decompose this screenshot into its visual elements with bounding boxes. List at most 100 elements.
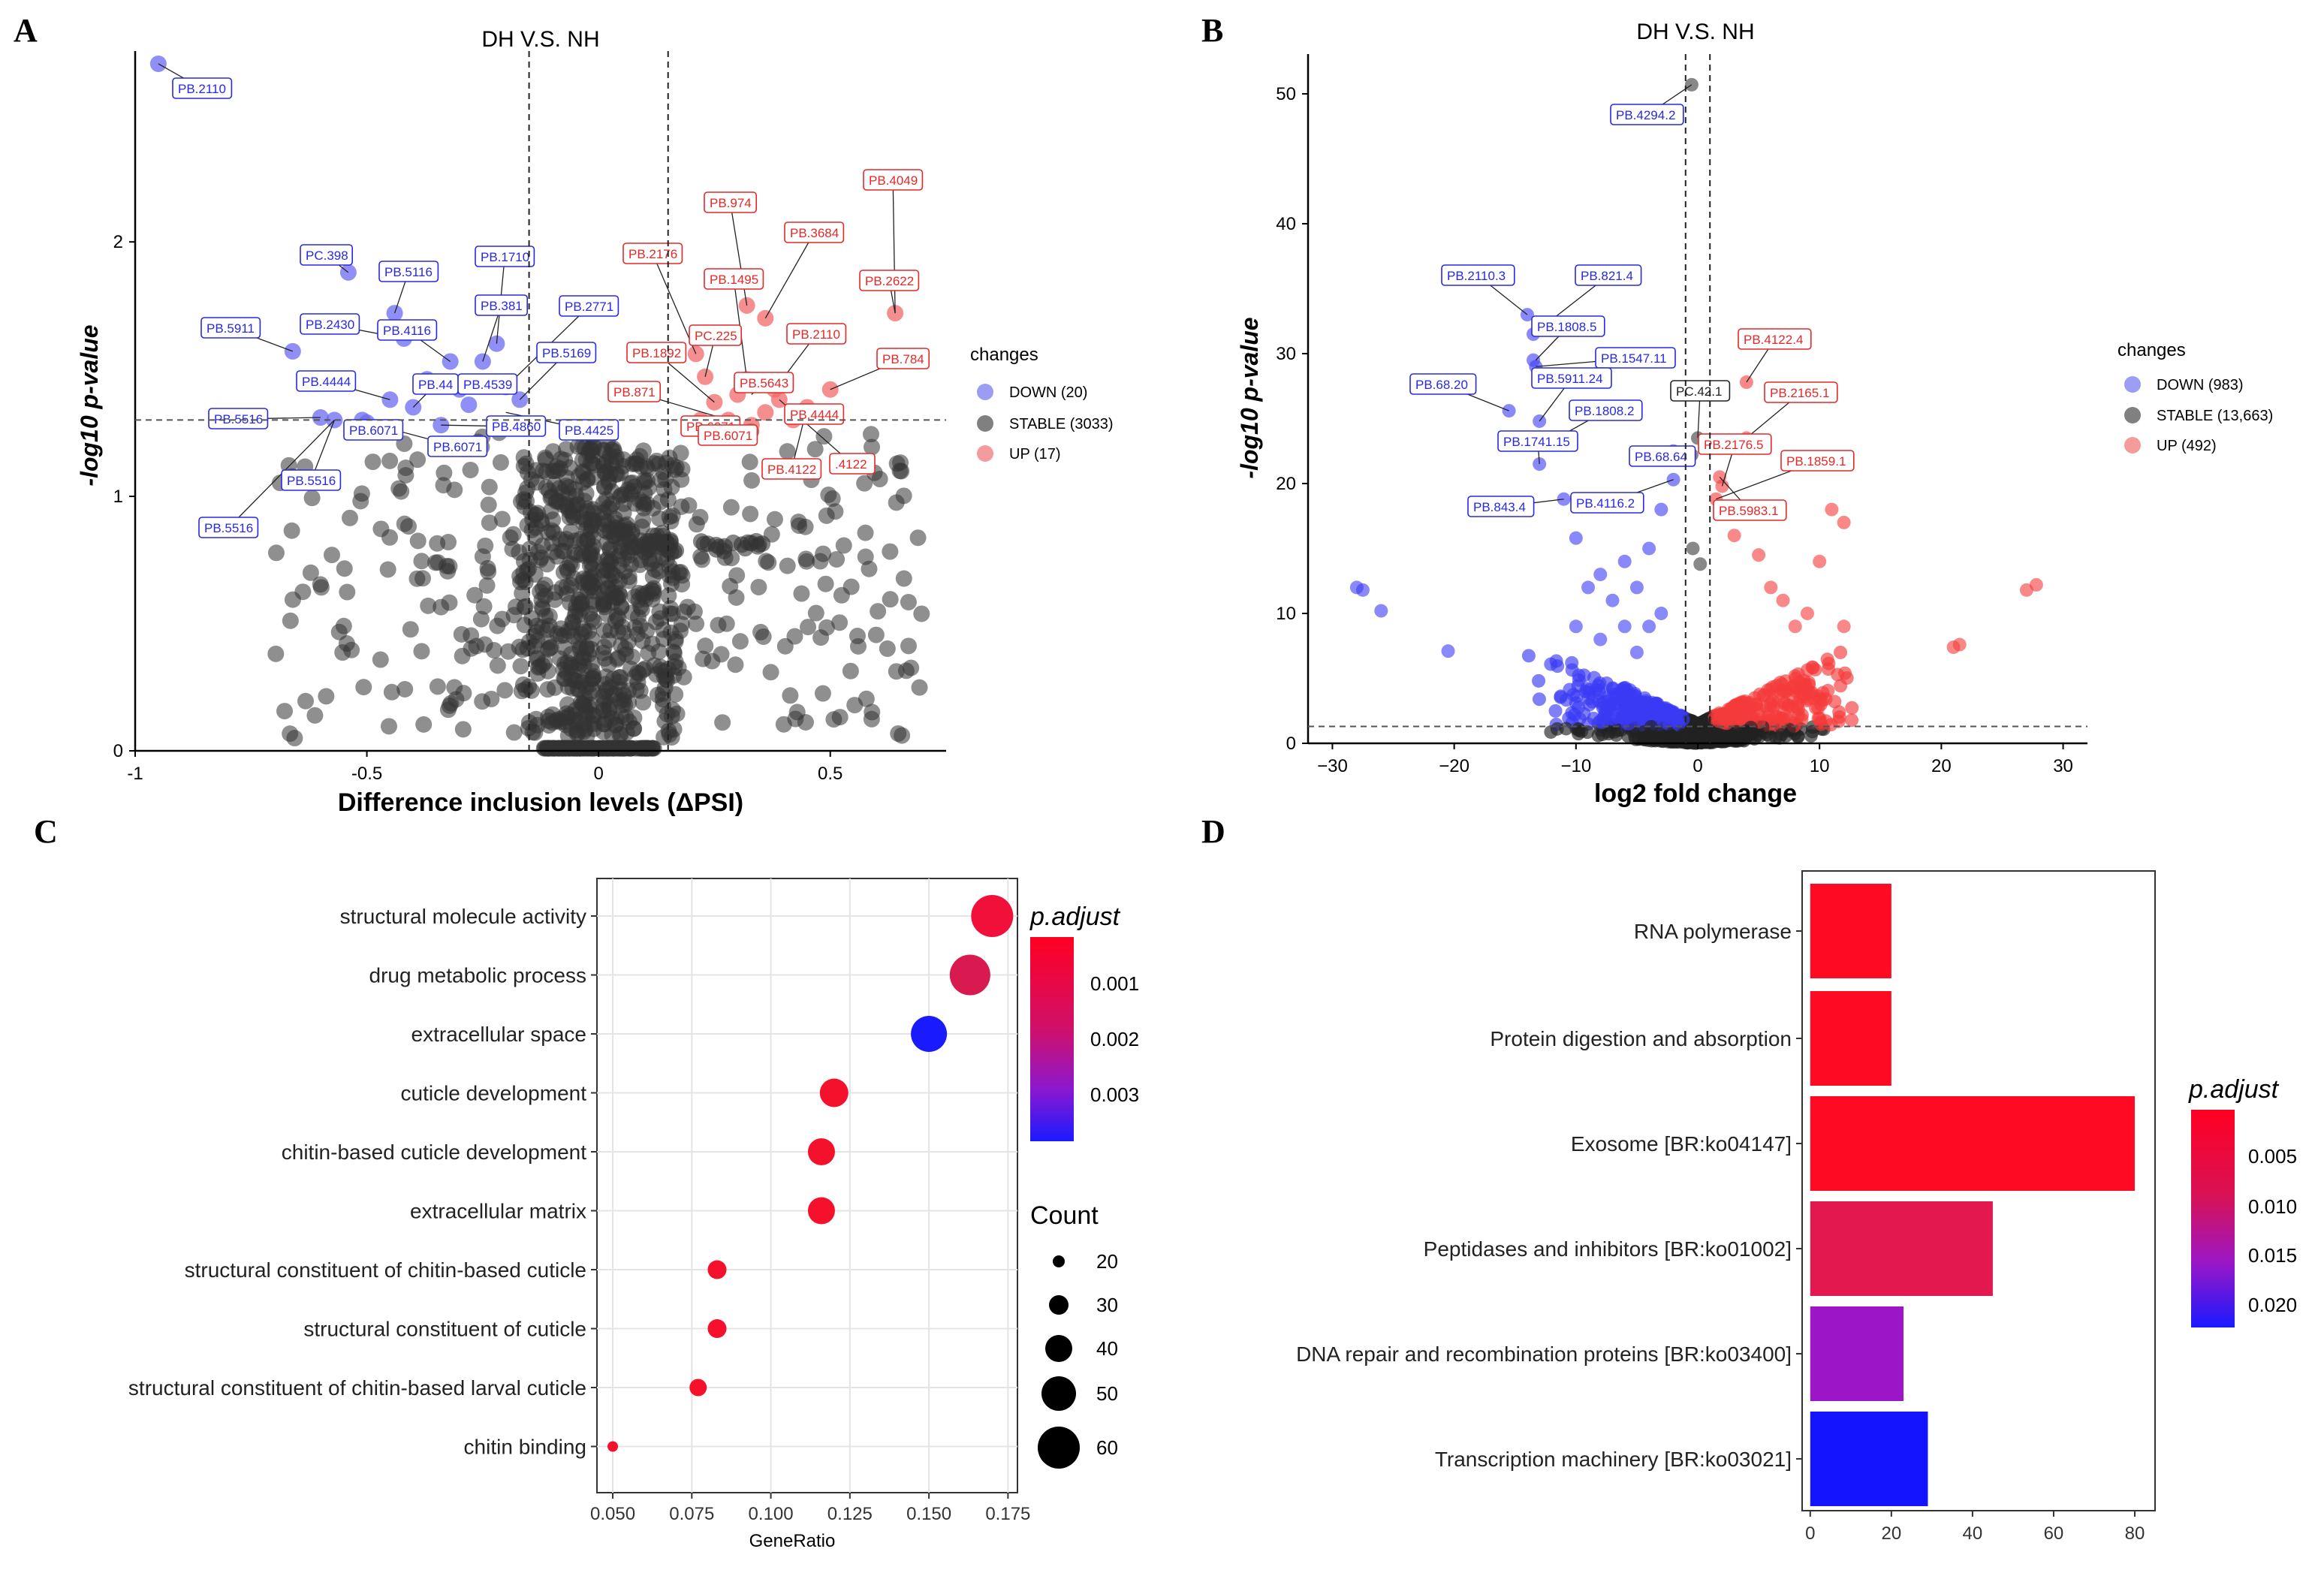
panel-b-cloud-point <box>1608 697 1622 711</box>
panel-b-cloud-point <box>1580 725 1594 740</box>
panel-b-label-text: PB.2165.1 <box>1770 386 1829 400</box>
panel-a-stable-point <box>438 557 455 574</box>
panel-c-size-legend-label: 20 <box>1096 1250 1118 1273</box>
panel-b-label-box <box>1575 264 1642 286</box>
panel-a-stable-point <box>499 643 517 660</box>
panel-a-stable-point <box>867 626 885 643</box>
panel-a-stable-point <box>489 657 506 674</box>
panel-a-label-box <box>475 294 528 316</box>
panel-b-cloud-point <box>1656 731 1670 746</box>
panel-a-stable-point <box>828 550 846 568</box>
panel-a-stable-point <box>600 562 617 580</box>
panel-a-legend-title: changes <box>970 345 1038 365</box>
panel-b-cloud-point <box>1834 645 1848 659</box>
panel-a-stable-point <box>688 615 705 632</box>
panel-b-label-text: PB.821.4 <box>1581 269 1633 283</box>
panel-b-label-box <box>1531 367 1612 389</box>
panel-a-label-text: PB.44 <box>418 378 453 392</box>
panel-a-stable-point <box>336 560 353 577</box>
panel-a-stable-point <box>673 471 690 488</box>
panel-c-color-legend-ticks: 0.001 0.002 0.003 <box>1090 972 1139 1106</box>
panel-a-stable-point <box>352 493 369 510</box>
panel-a-stable-point <box>372 651 389 668</box>
panel-a-stable-point <box>857 524 874 541</box>
panel-c-term-label: extracellular matrix <box>410 1200 586 1223</box>
panel-b-cloud-point <box>1763 683 1777 697</box>
panel-a-stable-point <box>297 692 314 710</box>
panel-a-stable-point <box>861 560 878 577</box>
panel-a-y-axis-title: -log10 p-value <box>76 324 103 486</box>
panel-a-stable-point <box>306 707 324 724</box>
panel-a-stable-point <box>355 679 372 696</box>
panel-c-color-legend-tick: 0.002 <box>1090 1028 1139 1050</box>
panel-c-term-label: structural constituent of chitin-based l… <box>128 1376 586 1400</box>
panel-a-point-labels: PB.2110 PC.398 PB.5116 PB.1710 PB.2430 PB.411… <box>172 77 930 538</box>
panel-a-stable-point <box>283 522 300 539</box>
panel-a-y-ticks: 0 1 2 <box>113 232 135 761</box>
panel-a-down-point <box>460 396 478 414</box>
panel-b-down-points <box>1349 308 1680 659</box>
panel-c-gridlines <box>597 878 1017 1493</box>
panel-a-stable-point <box>676 603 693 620</box>
panel-a-stable-point <box>806 441 824 458</box>
panel-c-dot <box>689 1379 707 1397</box>
panel-a-stable-point <box>664 701 681 719</box>
panel-a-label-text: PB.4122 <box>767 463 816 477</box>
panel-a-label-text: PB.784 <box>882 352 924 366</box>
panel-c-dot <box>819 1078 849 1107</box>
panel-b-cloud-point <box>1832 705 1846 719</box>
panel-letter-d: D <box>1201 813 1225 850</box>
panel-a-stable-point <box>620 568 638 586</box>
panel-b-cloud-point <box>1725 727 1739 741</box>
panel-a-stable-point <box>383 683 400 701</box>
panel-a-stable-point <box>472 610 490 628</box>
panel-a-stable-point <box>302 564 319 581</box>
panel-a-stable-point <box>750 578 767 595</box>
panel-a-label-text: PB.6071 <box>433 440 482 454</box>
panel-a-label-box <box>378 261 439 282</box>
panel-a-stable-point <box>722 577 739 595</box>
panel-a-stable-point <box>493 511 511 528</box>
panel-c-term-label: chitin binding <box>464 1436 586 1459</box>
panel-a-stable-point <box>397 466 414 484</box>
panel-a-stable-point <box>631 617 649 634</box>
panel-b-up-point <box>1837 619 1851 634</box>
panel-b-label-text: PB.1741.15 <box>1503 435 1570 449</box>
panel-a-stable-point <box>542 502 559 520</box>
panel-b-cloud-point <box>1626 698 1641 712</box>
panel-b-cloud-point <box>1532 673 1546 688</box>
panel-a-stable-point <box>569 438 586 455</box>
panel-a-stable-point <box>667 686 684 703</box>
panel-a-label-leader <box>764 232 815 319</box>
panel-b-title: DH V.S. NH <box>1636 20 1754 44</box>
panel-a-stable-point <box>276 703 294 720</box>
panel-a-label-box <box>281 469 342 491</box>
panel-b-down-point <box>1593 568 1608 582</box>
panel-a-stable-point <box>766 511 783 528</box>
panel-a-stable-point <box>393 483 410 500</box>
panel-a-label-text: PB.2430 <box>306 318 354 332</box>
panel-a-label-box <box>761 458 822 480</box>
panel-b-down-point <box>1605 593 1620 607</box>
panel-a-stable-point <box>539 681 556 698</box>
panel-b-x-tick-label: 0 <box>1693 756 1702 776</box>
panel-b-down-point <box>1654 502 1668 517</box>
panel-a-stable-point <box>519 640 536 657</box>
panel-a-stable-point <box>549 625 566 643</box>
panel-b-x-ticks: −30 −20 −10 0 10 20 30 <box>1317 743 2073 776</box>
panel-a-stable-point <box>323 547 340 564</box>
panel-a-stable-point <box>697 637 714 655</box>
panel-a-stable-point <box>645 455 662 472</box>
panel-a-up-point <box>757 404 774 421</box>
panel-a-stable-point <box>616 740 634 757</box>
panel-a-stable-point <box>546 476 563 493</box>
panel-b-up-point <box>1727 529 1741 543</box>
panel-a-label-box <box>296 370 357 392</box>
panel-c-dot <box>911 1016 948 1052</box>
panel-c-x-axis-title: GeneRatio <box>749 1531 836 1551</box>
panel-a-label-box <box>859 270 920 291</box>
panel-d-category-labels: RNA polymerase Protein digestion and abso… <box>1296 920 1802 1471</box>
panel-b-y-tick-label: 0 <box>1286 734 1296 754</box>
panel-b-cloud-point <box>1596 701 1610 715</box>
panel-a-stable-point <box>656 728 673 746</box>
